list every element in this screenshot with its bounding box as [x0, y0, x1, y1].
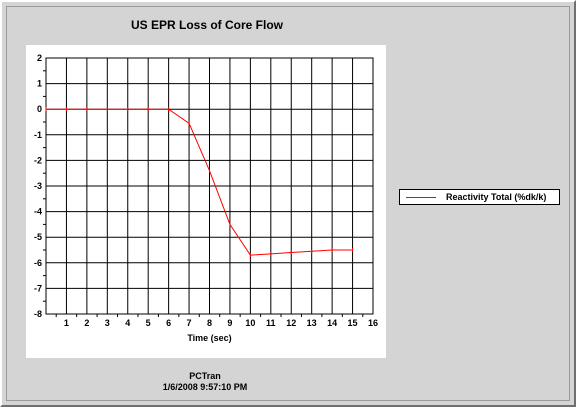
y-tick-label: -7: [34, 283, 42, 293]
y-tick-label: 0: [37, 104, 42, 114]
x-tick-label: 3: [105, 318, 110, 328]
legend-label: Reactivity Total (%dk/k): [446, 192, 547, 202]
x-tick-label: 13: [307, 318, 317, 328]
y-tick-label: -8: [34, 309, 42, 319]
legend-swatch: [406, 197, 436, 198]
series-line: [46, 108, 353, 256]
x-tick-label: 2: [84, 318, 89, 328]
x-tick-label: 4: [125, 318, 130, 328]
x-tick-label: 11: [266, 318, 276, 328]
plot-area: 210-1-2-3-4-5-6-7-81 2 3 4 5 6 7 8 9 10 11 12 13 14 15…: [34, 53, 378, 343]
y-tick-label: -1: [34, 130, 42, 140]
x-tick-label: 8: [207, 318, 212, 328]
x-tick-label: 15: [348, 318, 358, 328]
footer-timestamp: 1/6/2008 9:57:10 PM: [162, 382, 248, 392]
x-tick-label: 1: [64, 318, 69, 328]
y-tick-label: -2: [34, 155, 42, 165]
x-tick-label: 14: [327, 318, 337, 328]
x-tick-label: 7: [187, 318, 192, 328]
legend: Reactivity Total (%dk/k): [399, 189, 560, 205]
x-tick-label: 9: [227, 318, 232, 328]
x-tick-label: 5: [146, 318, 151, 328]
x-tick-label: 16: [368, 318, 378, 328]
footer: PCTran 1/6/2008 9:57:10 PM: [2, 371, 408, 393]
y-tick-label: 1: [37, 79, 42, 89]
x-tick-label: 10: [245, 318, 255, 328]
y-tick-label: -5: [34, 232, 42, 242]
footer-source: PCTran: [189, 371, 221, 381]
chart-title: US EPR Loss of Core Flow: [130, 18, 283, 32]
y-tick-label: -4: [34, 207, 42, 217]
plot-panel: 2 1 0 -1 -2 -3 -4 -5 -6 -7 -8 1 2 3 4 5 6 7 8 9 10 11 12 13 14 15…: [26, 45, 386, 358]
x-tick-label: 6: [166, 318, 171, 328]
x-tick-label: 12: [286, 318, 296, 328]
y-tick-label: -6: [34, 258, 42, 268]
plot-border: [45, 57, 374, 315]
chart-frame: [6, 6, 570, 401]
x-axis-label: Time (sec): [187, 333, 231, 343]
y-tick-label: 2: [37, 53, 42, 63]
y-tick-label: -3: [34, 181, 42, 191]
